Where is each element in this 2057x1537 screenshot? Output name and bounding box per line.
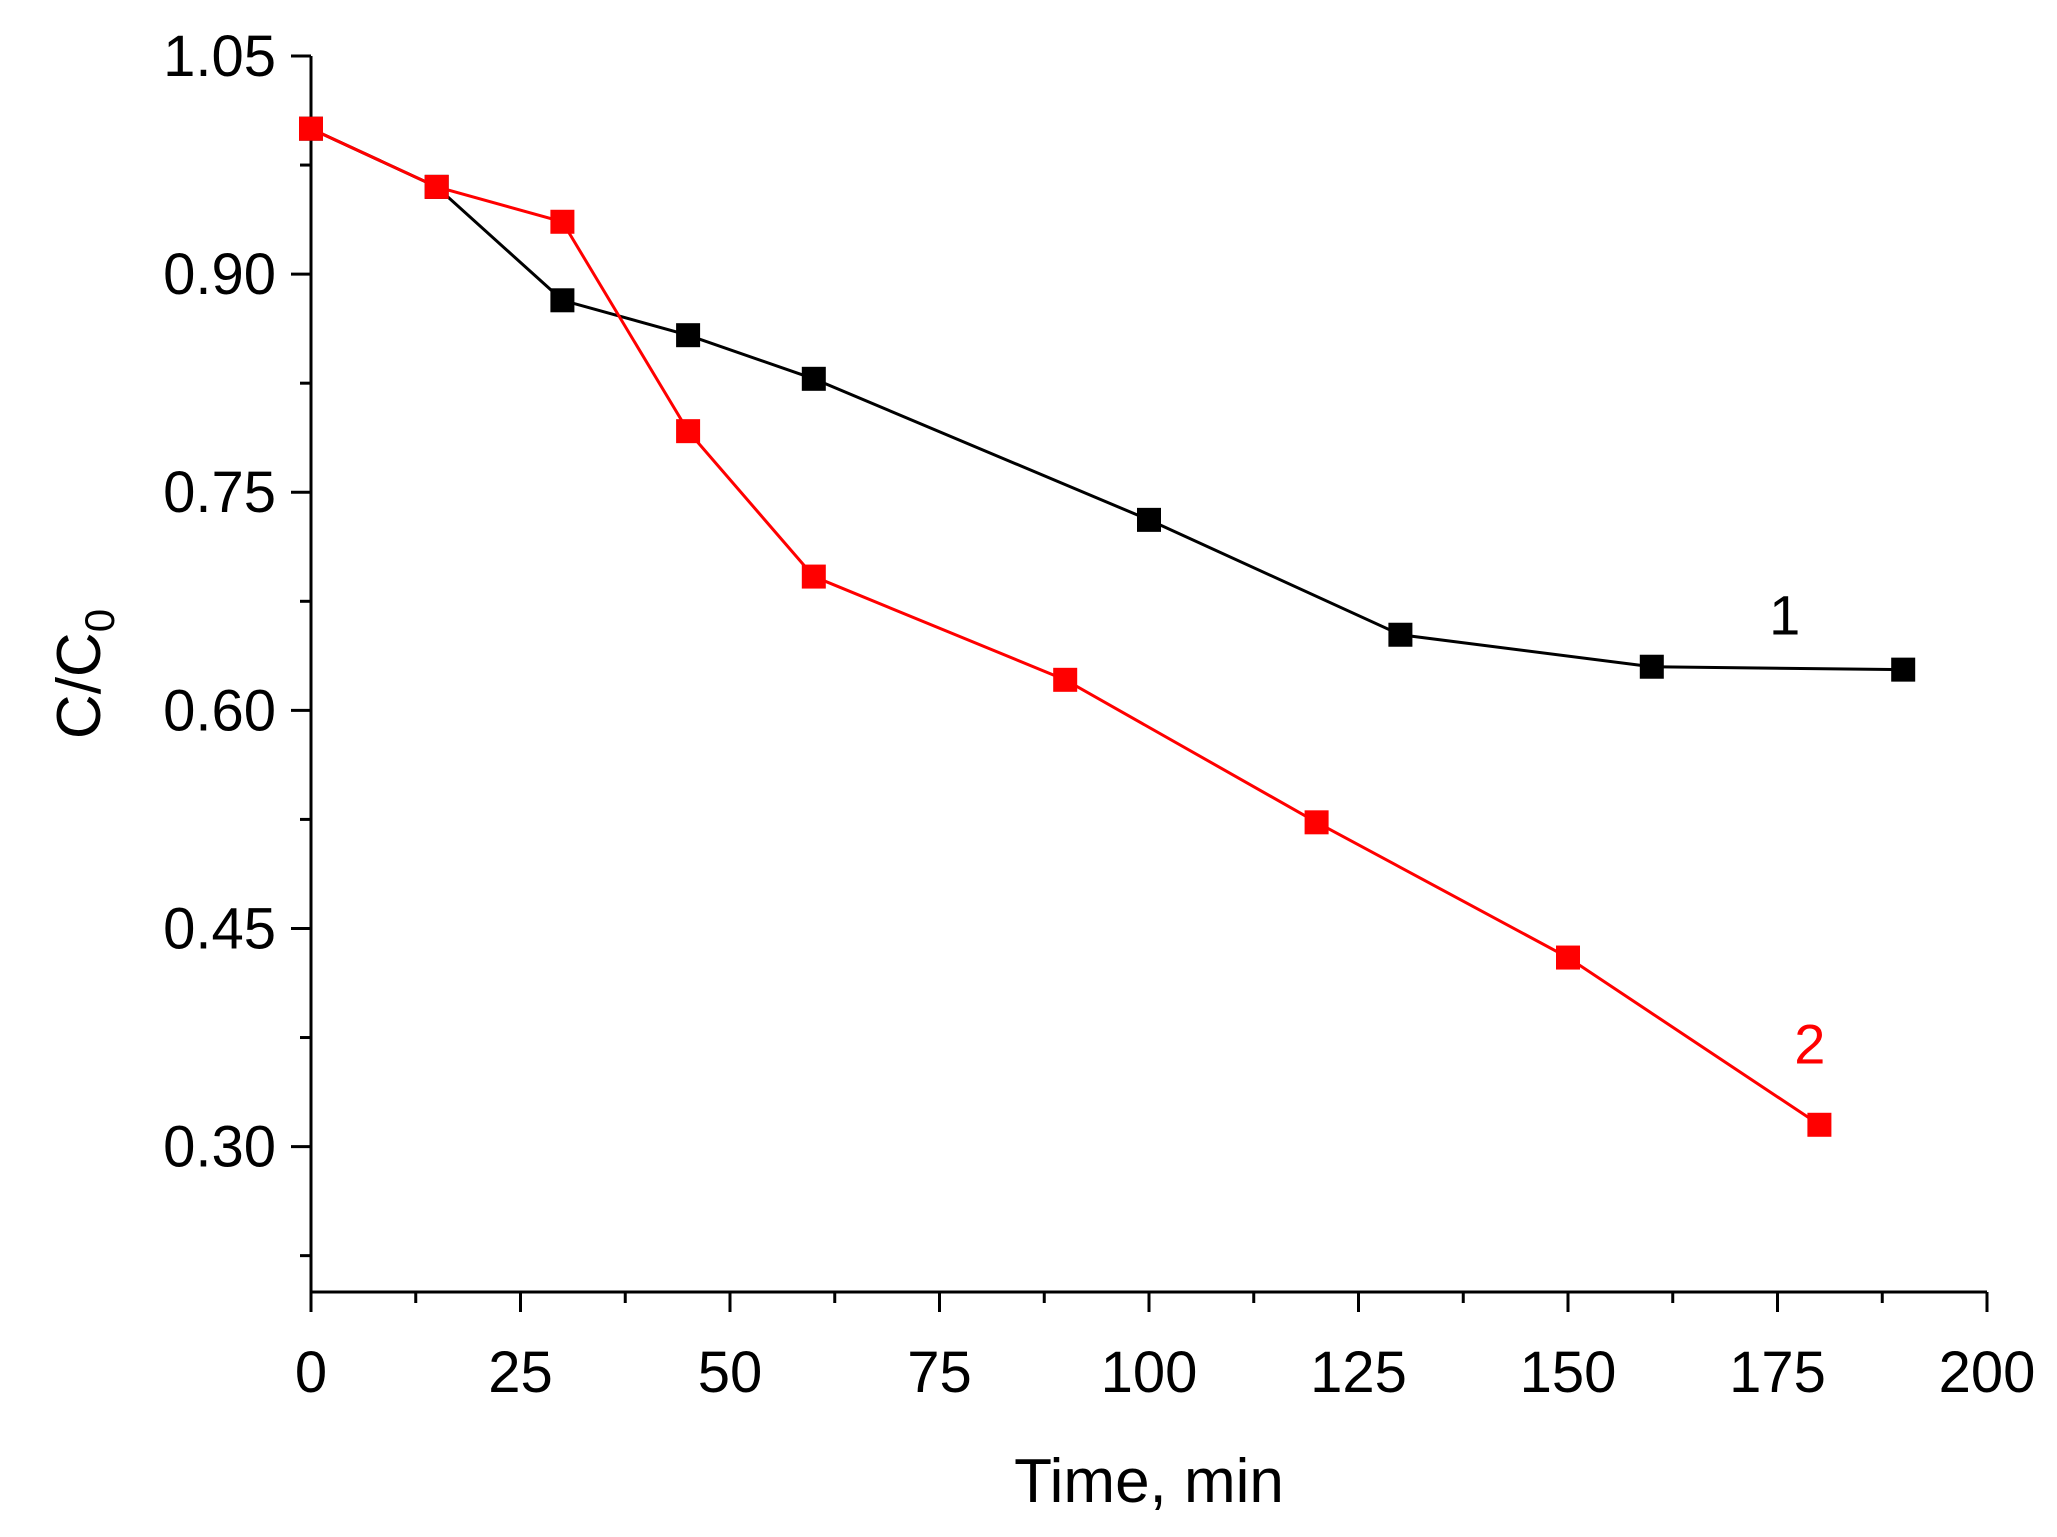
series-2-point (676, 419, 701, 444)
y-tick-label: 0.45 (163, 896, 276, 961)
series-2-point (801, 564, 826, 589)
series-1-label: 1 (1769, 584, 1800, 647)
series-1-line (310, 127, 1904, 672)
series-2-point (1053, 667, 1078, 692)
series-2-point (550, 209, 575, 234)
x-tick-label: 100 (1101, 1340, 1198, 1405)
y-tick-label: 0.60 (163, 678, 276, 743)
x-tick-label: 25 (488, 1340, 553, 1405)
x-tick-label: 0 (295, 1340, 327, 1405)
labels-layer: 12 (1769, 584, 1825, 1076)
x-tick-label: 175 (1729, 1340, 1826, 1405)
x-tick-label: 125 (1310, 1340, 1407, 1405)
series-2-point (1304, 810, 1329, 835)
series-2-point (299, 116, 323, 141)
y-tick-label: 0.30 (163, 1115, 276, 1180)
y-axis-title-main: C/C (45, 632, 114, 739)
series-1-point (550, 288, 575, 313)
y-tick-label: 0.75 (163, 460, 276, 525)
series-2-point (1556, 945, 1580, 970)
x-tick-label: 150 (1520, 1340, 1617, 1405)
y-axis-title-subscript: 0 (76, 609, 123, 632)
series-2-point (424, 174, 449, 199)
series-1-point (1891, 657, 1916, 682)
series-1-point (1639, 654, 1664, 679)
x-tick-label: 200 (1939, 1340, 2036, 1405)
y-axis-title: C/C0 (45, 609, 123, 739)
x-axis-title: Time, min (1014, 1447, 1284, 1516)
series-1-point (676, 323, 701, 348)
y-tick-label: 1.05 (163, 24, 276, 89)
series-2-point (1807, 1112, 1832, 1137)
x-tick-label: 50 (698, 1340, 763, 1405)
x-tick-label: 75 (907, 1340, 972, 1405)
axes: 0 25 50 75 100 125 150 175 200 0.30 0.45 0.60 0.75 0.… (45, 24, 2035, 1516)
series-1-point (801, 366, 826, 391)
series-1-point (1137, 507, 1161, 532)
series-1-point (1388, 622, 1413, 647)
y-tick-label: 0.90 (163, 242, 276, 307)
series-layer (299, 116, 1916, 1137)
series-2-label: 2 (1794, 1013, 1825, 1076)
